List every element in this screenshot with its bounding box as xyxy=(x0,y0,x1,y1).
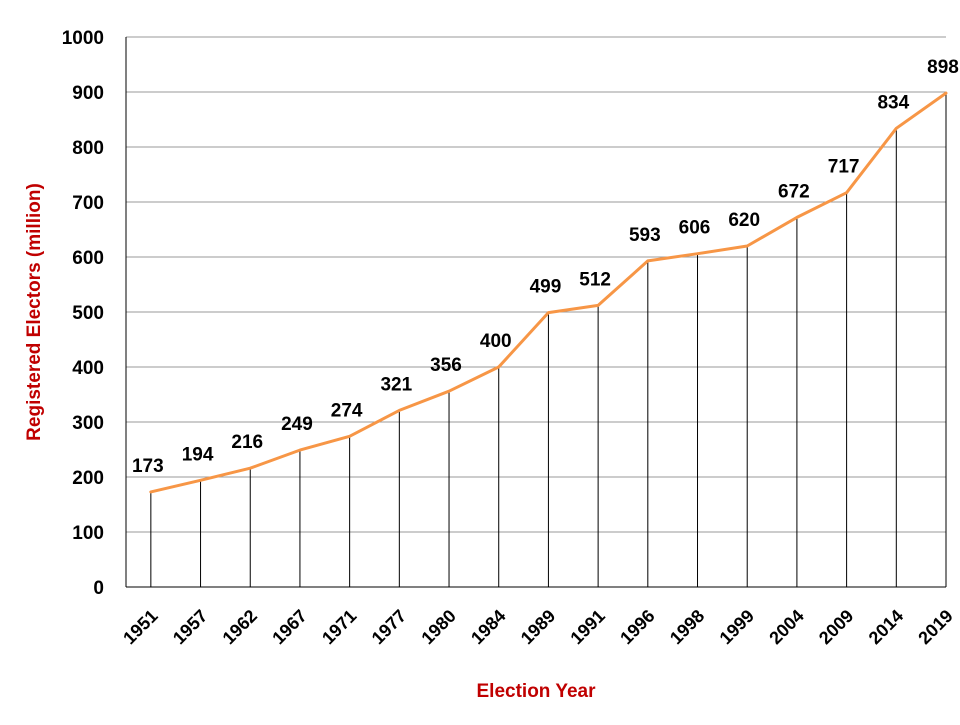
x-tick-label-1998: 1998 xyxy=(666,606,708,648)
x-tick-label-1980: 1980 xyxy=(417,606,459,648)
x-tick-label-1996: 1996 xyxy=(616,606,658,648)
x-tick-label-2009: 2009 xyxy=(815,606,857,648)
drop-lines xyxy=(150,93,947,587)
data-label-2009: 717 xyxy=(828,157,860,178)
x-tick-label-1977: 1977 xyxy=(368,606,410,648)
data-label-1962: 216 xyxy=(231,432,263,453)
y-tick-label-300: 300 xyxy=(72,413,104,434)
data-label-1991: 512 xyxy=(579,269,611,290)
y-tick-label-800: 800 xyxy=(72,138,104,159)
y-tick-label-700: 700 xyxy=(72,193,104,214)
x-tick-label-1999: 1999 xyxy=(716,606,758,648)
y-tick-label-1000: 1000 xyxy=(62,28,104,49)
data-labels: 173 194 216 249 274 321 356 400 499 512 593 606 620 6… xyxy=(132,57,959,477)
x-tick-label-1989: 1989 xyxy=(517,606,559,648)
y-tick-label-600: 600 xyxy=(72,248,104,269)
x-tick-label-1971: 1971 xyxy=(318,606,360,648)
data-label-1957: 194 xyxy=(182,444,214,465)
gridlines xyxy=(126,36,946,533)
y-tick-label-200: 200 xyxy=(72,468,104,489)
x-tick-label-2004: 2004 xyxy=(765,606,807,648)
data-label-1980: 356 xyxy=(430,355,462,376)
x-tick-label-2019: 2019 xyxy=(914,606,956,648)
y-tick-label-100: 100 xyxy=(72,523,104,544)
y-tick-label-500: 500 xyxy=(72,303,104,324)
data-label-1999: 620 xyxy=(728,210,760,231)
data-label-1951: 173 xyxy=(132,456,164,477)
x-tick-label-1957: 1957 xyxy=(169,606,211,648)
x-tick-label-1967: 1967 xyxy=(268,606,310,648)
data-label-1989: 499 xyxy=(530,277,562,298)
y-tick-label-400: 400 xyxy=(72,358,104,379)
data-label-1967: 249 xyxy=(281,414,313,435)
series-line xyxy=(149,91,948,494)
data-label-2004: 672 xyxy=(778,181,810,202)
y-tick-labels: 0 100 200 300 400 500 600 700 800 900 1000 xyxy=(62,28,104,599)
x-tick-label-1951: 1951 xyxy=(119,606,161,648)
x-tick-labels: 1951 1957 1962 1967 1971 1977 1980 1984 1989 1991… xyxy=(119,606,957,648)
data-label-2014: 834 xyxy=(877,92,909,113)
data-label-2019: 898 xyxy=(927,57,959,78)
series xyxy=(149,91,948,494)
x-axis-title: Election Year xyxy=(477,681,597,702)
x-tick-label-2014: 2014 xyxy=(865,606,907,648)
y-axis-title: Registered Electors (million) xyxy=(24,183,45,441)
x-tick-label-1991: 1991 xyxy=(566,606,608,648)
data-label-1996: 593 xyxy=(629,225,661,246)
y-tick-label-900: 900 xyxy=(72,83,104,104)
axes xyxy=(125,37,946,588)
x-tick-label-1962: 1962 xyxy=(219,606,261,648)
data-label-1971: 274 xyxy=(331,400,363,421)
data-label-1984: 400 xyxy=(480,331,512,352)
y-tick-label-0: 0 xyxy=(93,578,104,599)
x-tick-label-1984: 1984 xyxy=(467,606,509,648)
data-label-1977: 321 xyxy=(380,374,412,395)
data-label-1998: 606 xyxy=(679,218,711,239)
